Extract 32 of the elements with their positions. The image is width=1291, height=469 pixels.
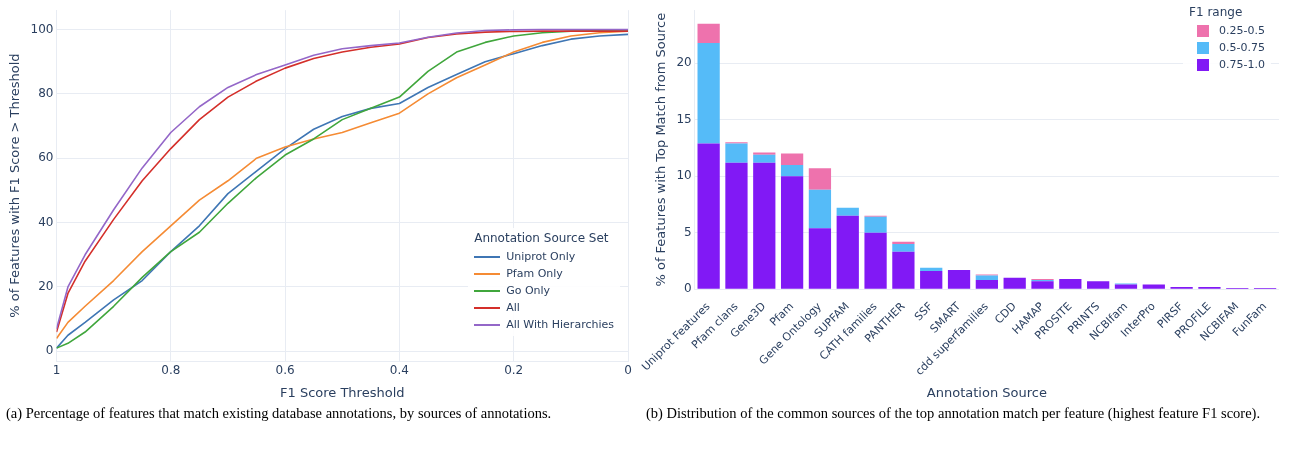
legend-label: 0.25-0.5 <box>1219 24 1265 37</box>
x-tick-label: 0.8 <box>161 363 181 378</box>
x-axis-title: F1 Score Threshold <box>280 384 405 400</box>
x-tick-label: 0.6 <box>275 363 295 378</box>
y-tick-label: 10 <box>676 168 692 183</box>
x-tick-label: 1 <box>52 363 61 378</box>
y-axis-title: % of Features with Top Match from Source <box>653 12 669 287</box>
x-tick-label: 0.2 <box>504 363 524 378</box>
text: (b) Distribution of the common sources of the top annotation match per feature (highest feature F1 score). <box>645 405 1262 422</box>
y-tick-label: 40 <box>38 214 54 229</box>
y-tick-label: 20 <box>676 55 692 70</box>
legend-label: Uniprot Only <box>506 250 576 263</box>
legend-label: 0.5-0.75 <box>1219 41 1265 54</box>
y-tick-label: 20 <box>38 279 54 294</box>
y-tick-label: 80 <box>38 86 54 100</box>
y-tick-label: 15 <box>676 111 692 126</box>
y-tick-label: 60 <box>38 150 54 165</box>
legend-title: Annotation Source Set <box>474 231 610 245</box>
legend-label: All <box>506 301 520 314</box>
legend-label: Go Only <box>506 284 551 297</box>
y-tick-label: 100 <box>30 21 54 36</box>
legend-title: F1 range <box>1189 5 1244 19</box>
y-tick-label: 0 <box>684 281 692 296</box>
x-tick-label: 0 <box>624 363 632 378</box>
y-axis-title: % of Features with F1 Score > Threshold <box>7 53 23 318</box>
x-tick-label: 0.4 <box>389 363 409 378</box>
legend-label: All With Hierarchies <box>506 318 614 331</box>
text: (a) Percentage of features that match existing database annotations, by sources of annotations. <box>5 405 553 422</box>
y-tick-label: 5 <box>684 224 692 239</box>
legend-label: Pfam Only <box>506 267 563 280</box>
x-axis-title: Annotation Source <box>926 384 1047 400</box>
legend-label: 0.75-1.0 <box>1219 58 1265 71</box>
